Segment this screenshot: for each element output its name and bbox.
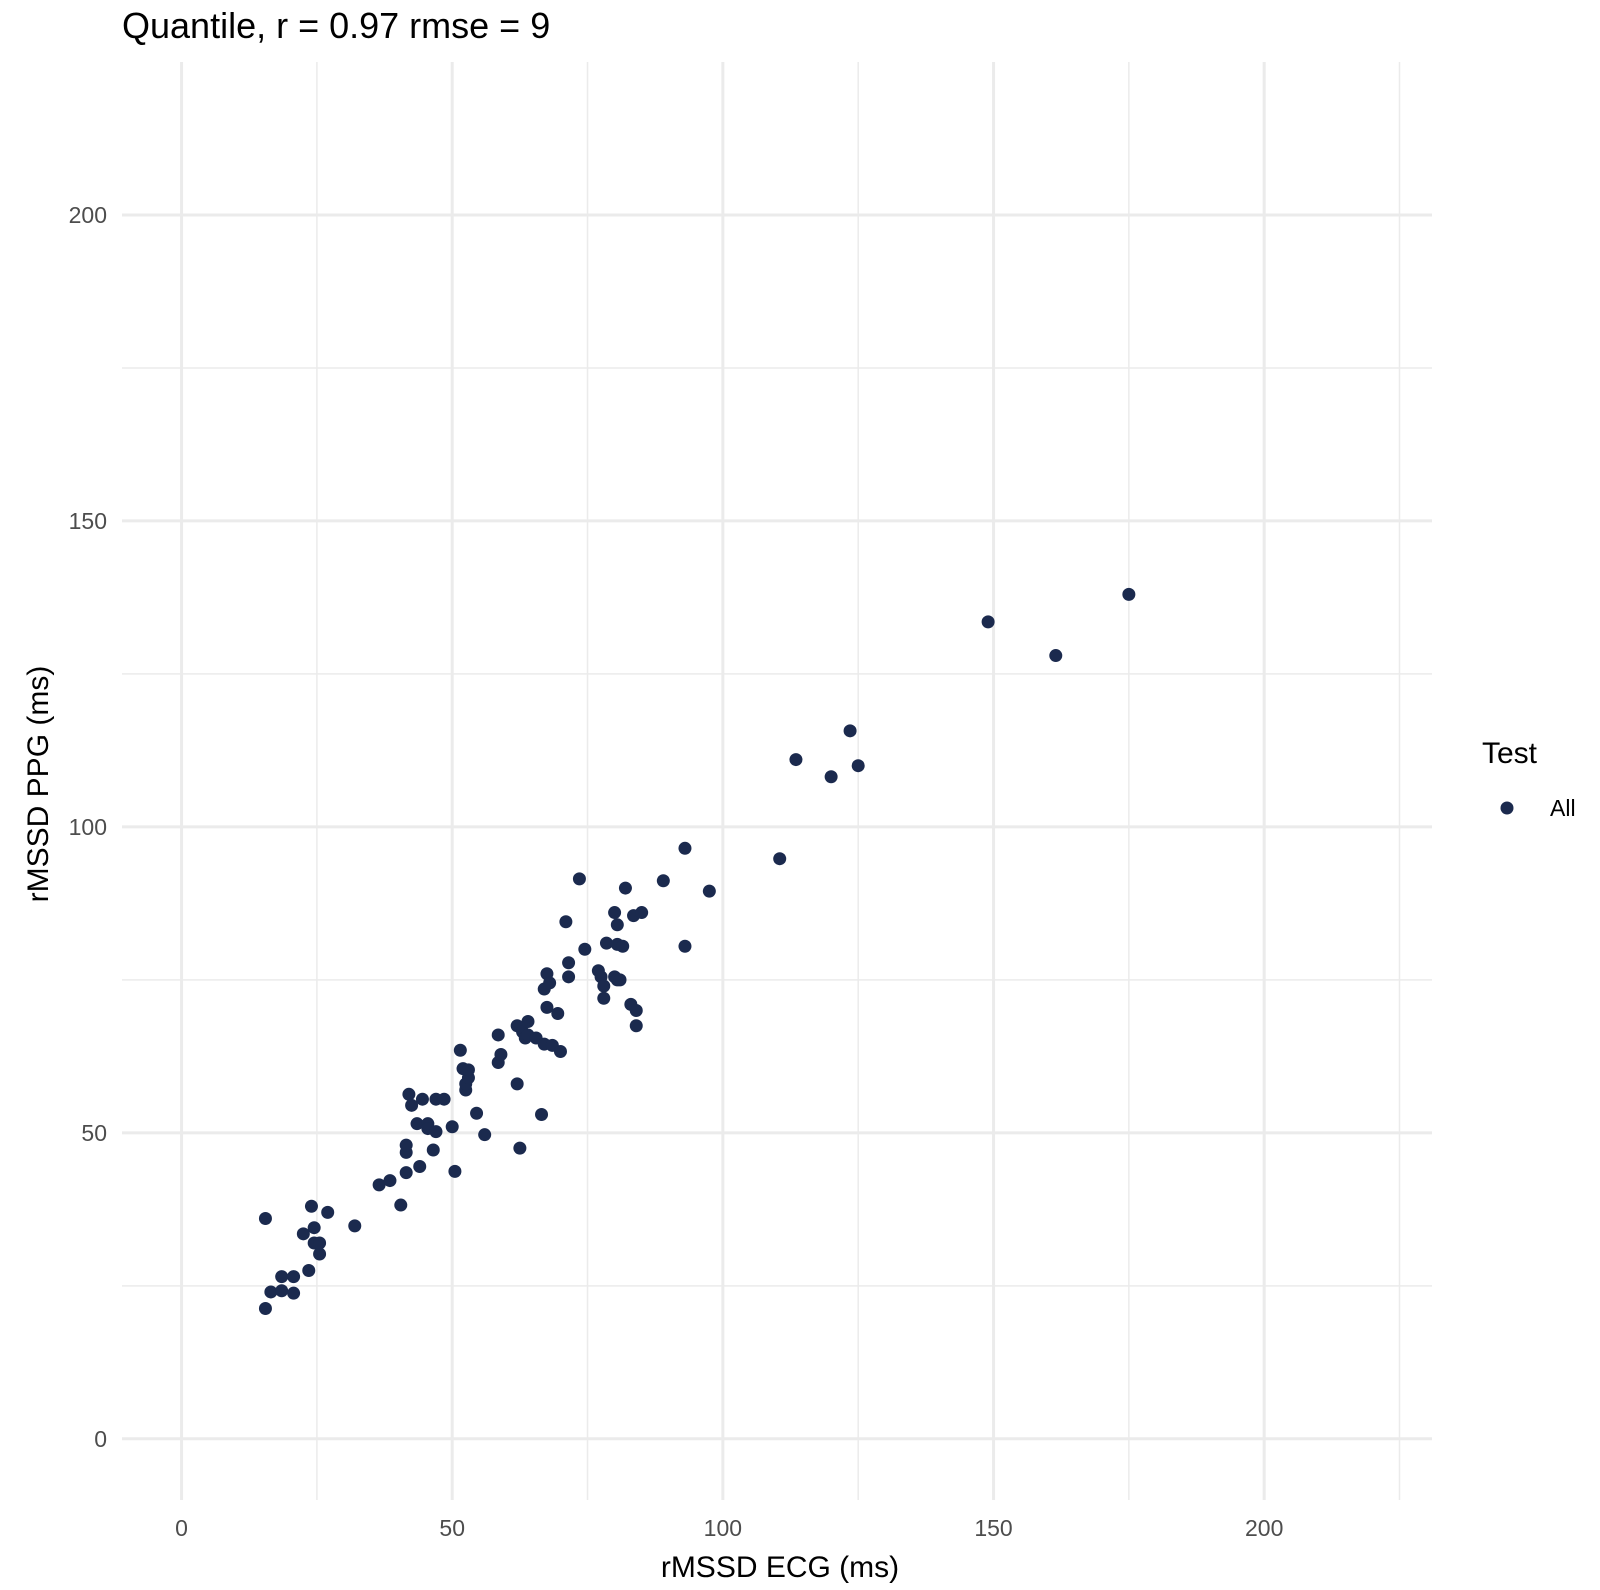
- data-point: [437, 1092, 451, 1106]
- x-axis-title: rMSSD ECG (ms): [661, 1551, 899, 1584]
- data-point: [470, 1106, 484, 1120]
- data-point: [702, 884, 716, 898]
- data-point: [562, 956, 576, 970]
- data-point: [405, 1098, 419, 1112]
- data-point: [510, 1077, 524, 1091]
- data-point: [1122, 587, 1136, 601]
- y-tick-labels: 0 50 100 150 200: [69, 202, 107, 1452]
- data-point: [287, 1286, 301, 1300]
- data-point: [394, 1198, 408, 1212]
- data-point: [678, 939, 692, 953]
- data-point: [535, 1107, 549, 1121]
- data-point: [402, 1087, 416, 1101]
- data-point: [372, 1178, 386, 1192]
- data-point: [399, 1166, 413, 1180]
- data-point: [562, 970, 576, 984]
- data-point: [304, 1199, 318, 1213]
- data-point: [321, 1205, 335, 1219]
- data-point: [258, 1212, 272, 1226]
- data-point: [553, 1044, 567, 1058]
- data-point: [513, 1141, 527, 1155]
- data-point: [789, 753, 803, 767]
- data-point: [551, 1007, 565, 1021]
- data-point: [981, 615, 995, 629]
- data-point: [383, 1174, 397, 1188]
- data-point: [610, 918, 624, 932]
- data-point: [613, 973, 627, 987]
- data-point: [540, 1000, 554, 1014]
- data-point: [1049, 649, 1063, 663]
- y-tick-label: 100: [69, 814, 107, 840]
- data-point: [824, 770, 838, 784]
- data-point: [429, 1125, 443, 1139]
- data-point: [494, 1048, 508, 1062]
- data-point: [307, 1221, 321, 1235]
- data-point: [348, 1219, 362, 1233]
- data-point: [313, 1236, 327, 1250]
- data-point: [426, 1143, 440, 1157]
- data-point: [608, 906, 622, 920]
- data-point: [559, 915, 573, 929]
- y-tick-label: 150: [69, 508, 107, 534]
- data-point: [296, 1227, 310, 1241]
- data-point: [656, 874, 670, 888]
- data-point: [773, 852, 787, 866]
- data-point: [415, 1092, 429, 1106]
- data-point: [448, 1164, 462, 1178]
- x-tick-label: 200: [1245, 1515, 1283, 1541]
- data-point: [597, 979, 611, 993]
- data-point: [445, 1120, 459, 1134]
- y-tick-label: 50: [81, 1120, 107, 1146]
- x-tick-labels: 0 50 100 150 200: [175, 1515, 1283, 1541]
- data-point: [578, 942, 592, 956]
- data-point: [410, 1117, 424, 1131]
- legend-key-all: [1500, 801, 1514, 815]
- data-point: [461, 1063, 475, 1077]
- x-tick-label: 150: [974, 1515, 1012, 1541]
- data-point: [399, 1138, 413, 1152]
- data-point: [275, 1270, 289, 1284]
- data-point: [851, 759, 865, 773]
- data-point: [313, 1247, 327, 1261]
- data-point: [843, 724, 857, 738]
- chart-title: Quantile, r = 0.97 rmse = 9: [122, 5, 550, 46]
- data-point: [597, 991, 611, 1005]
- minor-gridlines: [122, 62, 1432, 1500]
- legend-title: Test: [1482, 737, 1538, 770]
- data-point: [616, 939, 630, 953]
- y-tick-label: 200: [69, 202, 107, 228]
- data-point: [302, 1264, 316, 1278]
- data-point: [678, 841, 692, 855]
- data-point: [618, 881, 632, 895]
- data-points: [258, 587, 1136, 1315]
- data-point: [491, 1028, 505, 1042]
- data-point: [521, 1014, 535, 1028]
- y-tick-label: 0: [94, 1426, 107, 1452]
- data-point: [635, 906, 649, 920]
- data-point: [478, 1128, 492, 1142]
- data-point: [275, 1284, 289, 1298]
- data-point: [629, 1019, 643, 1033]
- x-tick-label: 50: [439, 1515, 465, 1541]
- data-point: [264, 1285, 278, 1299]
- data-point: [287, 1270, 301, 1284]
- y-axis-title: rMSSD PPG (ms): [22, 666, 55, 903]
- x-tick-label: 100: [704, 1515, 742, 1541]
- data-point: [543, 976, 557, 990]
- legend-label-all: All: [1550, 795, 1576, 821]
- data-point: [629, 1003, 643, 1017]
- legend: Test All: [1482, 737, 1576, 821]
- data-point: [258, 1301, 272, 1315]
- data-point: [599, 936, 613, 950]
- data-point: [453, 1043, 467, 1057]
- major-gridlines: [122, 62, 1432, 1500]
- data-point: [572, 872, 586, 886]
- x-tick-label: 0: [175, 1515, 188, 1541]
- data-point: [413, 1160, 427, 1174]
